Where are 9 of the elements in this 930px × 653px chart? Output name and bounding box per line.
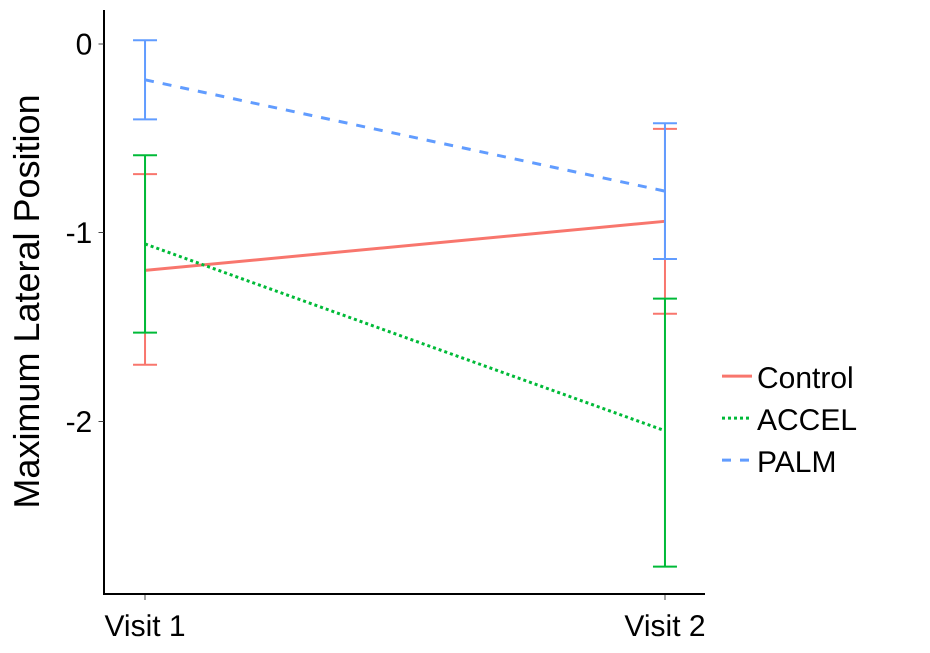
x-tick-label: Visit 2 — [624, 610, 706, 643]
y-tick-label: 0 — [76, 28, 92, 62]
y-axis-title: Maximum Lateral Position — [6, 94, 47, 509]
legend-label: ACCEL — [757, 404, 858, 437]
x-tick-label: Visit 1 — [104, 610, 186, 643]
legend-label: PALM — [757, 446, 836, 479]
legend-label: Control — [757, 362, 854, 395]
y-tick-label: -2 — [66, 406, 92, 439]
y-tick-label: -1 — [66, 217, 92, 250]
